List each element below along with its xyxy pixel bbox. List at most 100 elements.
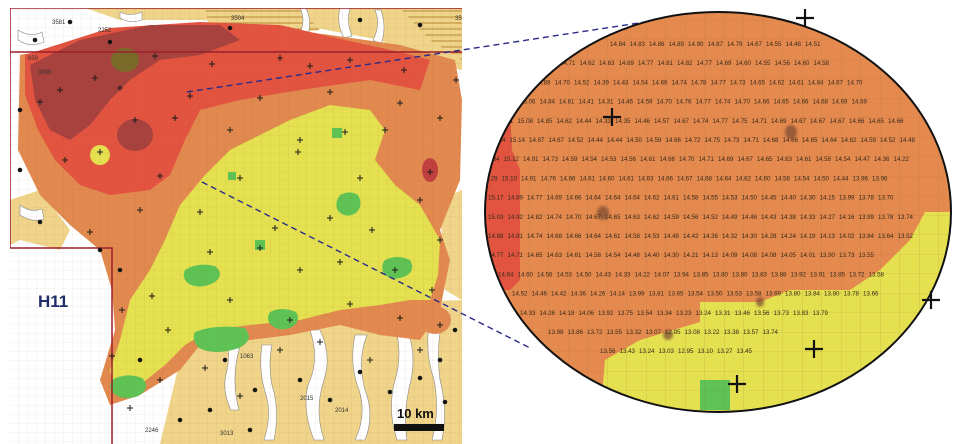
grid-value: 13.50 [707,291,723,298]
well-cross-icon [237,393,243,399]
grid-value: 13.34 [657,310,673,317]
grid-value: 14.65 [605,214,621,221]
grid-value: 14.46 [742,214,758,221]
well-cross-icon [437,115,443,121]
well-cross-icon [92,75,98,81]
grid-value: 14.61 [605,233,621,240]
well-cross-icon [397,100,403,106]
well-cross-icon [417,197,423,203]
grid-value: 14.52 [574,79,590,86]
grid-value: 13.45 [737,348,753,355]
grid-value: 13.65 [668,291,684,298]
grid-value: 14.36 [874,156,890,163]
well-cross-icon [157,377,163,383]
grid-value: 13.55 [859,252,875,259]
grid-value: 14.54 [633,79,649,86]
well-label: 3504 [231,16,245,22]
well-cross-icon [157,173,163,179]
grid-value: 14.44 [588,137,604,144]
well-label: 2015 [300,396,314,402]
grid-value: 13.73 [774,310,790,317]
grid-value: 13.27 [717,348,733,355]
grid-value: 14.50 [627,137,643,144]
grid-value: 14.84 [610,41,626,48]
grid-value: 14.51 [805,41,821,48]
grid-value: 14.67 [738,156,754,163]
grid-value: 14.90 [688,41,704,48]
grid-value: 14.64 [716,175,732,182]
grid-value: 14.64 [586,233,602,240]
grid-value: 14.91 [523,156,539,163]
well-dot-icon [177,417,183,423]
grid-value: 13.90 [820,252,836,259]
grid-value: 14.66 [849,118,865,125]
grid-value: 14.48 [664,233,680,240]
grid-value: 14.74 [547,214,563,221]
well-cross-icon [227,127,233,133]
grid-value: 15.17 [488,195,504,202]
grid-value: 14.77 [711,79,727,86]
scale-bar-label: 10 km [397,406,434,421]
well-cross-icon [603,108,621,126]
well-cross-icon [187,93,193,99]
well-dot-icon [357,369,363,375]
grid-value: 14.56 [537,271,553,278]
well-cross-icon [257,95,263,101]
well-cross-icon [152,53,158,59]
grid-value: 14.46 [532,291,548,298]
grid-value: 14.74 [672,79,688,86]
grid-value: 14.89 [669,41,685,48]
well-cross-icon [132,117,138,123]
grid-value: 14.63 [599,60,615,67]
well-cross-icon [37,99,43,105]
grid-value: 14.58 [586,252,602,259]
grid-value: 13.88 [771,271,787,278]
well-label: 2246 [145,428,159,434]
well-dot-icon [107,39,113,45]
grid-value: 14.42 [551,291,567,298]
grid-value: 14.40 [644,252,660,259]
grid-value: 14.48 [900,137,916,144]
grid-value: 14.62 [769,79,785,86]
grid-value: 15.06 [520,99,536,106]
grid-value: 14.79 [727,41,743,48]
grid-value: 13.56 [600,348,616,355]
well-cross-icon [427,169,433,175]
grid-value: 14.89 [508,195,524,202]
grid-value: 13.38 [724,329,740,336]
grid-value: 14.65 [802,137,818,144]
grid-value: 14.67 [810,118,826,125]
grid-value: 14.53 [722,195,738,202]
well-cross-icon [327,89,333,95]
grid-value: 14.50 [742,195,758,202]
grid-value: 14.69 [832,99,848,106]
grid-value: 14.26 [590,291,606,298]
grid-value: 13.78 [859,195,875,202]
grid-value: 14.67 [586,214,602,221]
grid-value: 14.66 [658,175,674,182]
grid-value: 13.99 [859,214,875,221]
grid-value: 14.74 [715,99,731,106]
grid-value: 13.92 [791,271,807,278]
well-dot-icon [117,267,123,273]
grid-value: 14.05 [781,252,797,259]
grid-value: 14.33 [596,118,612,125]
well-cross-icon [342,129,348,135]
grid-value: 14.71 [752,118,768,125]
grid-value: 14.40 [781,195,797,202]
grid-value: 13.96 [853,175,869,182]
grid-value: 15.08 [518,118,534,125]
grid-value: 14.77 [697,60,713,67]
grid-value: 14.65 [869,118,885,125]
well-cross-icon [307,63,313,69]
well-dot-icon [437,357,443,363]
well-cross-icon [437,237,443,243]
well-cross-icon [227,297,233,303]
zoom-connectors [186,12,705,349]
grid-value: 14.01 [800,252,816,259]
grid-value: 14.30 [742,233,758,240]
well-label: 3501 [455,16,469,22]
grid-value: 14.54 [794,175,810,182]
grid-value: 13.08 [685,329,701,336]
